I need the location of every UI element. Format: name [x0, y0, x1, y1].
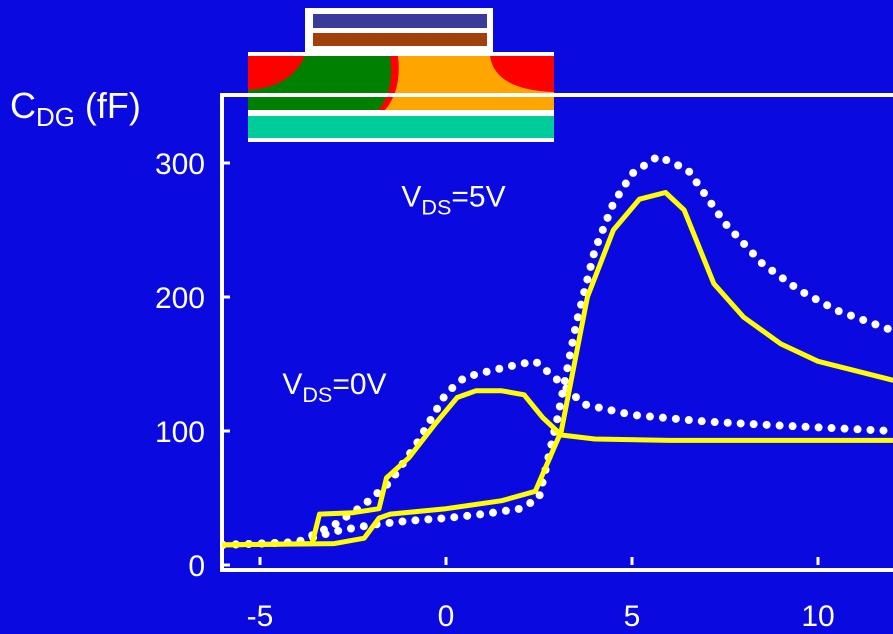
solid-curve: [223, 193, 893, 545]
annotation-sub: DS: [302, 382, 332, 407]
annotation: VDS=0V: [282, 368, 386, 407]
y-axis-label-rest: (fF): [75, 85, 141, 126]
y-axis-label-sub: DG: [36, 104, 75, 132]
chart: CDG (fF)0100200300-50510VDS=5VVDS=0V: [0, 0, 893, 634]
y-tick-label: 200: [155, 282, 205, 315]
annotation-main: V: [401, 181, 421, 214]
plot-frame: [222, 95, 893, 570]
x-tick-label: 0: [438, 600, 455, 633]
y-axis-label-main: C: [10, 85, 36, 126]
plot-area: [223, 156, 893, 545]
annotation-rest: =5V: [451, 181, 505, 214]
x-tick-label: -5: [247, 600, 274, 633]
annotation: VDS=5V: [401, 181, 505, 220]
annotation-main: V: [282, 368, 302, 401]
y-tick-label: 100: [155, 416, 205, 449]
x-tick-label: 5: [624, 600, 641, 633]
device-diagram: [248, 8, 554, 142]
annotation-sub: DS: [421, 195, 451, 220]
y-tick-label: 300: [155, 148, 205, 181]
page: {"chart_data": {"type": "line", "y_label…: [0, 0, 893, 634]
y-tick-label: 0: [188, 550, 205, 583]
annotation-rest: =0V: [332, 368, 386, 401]
x-tick-label: 10: [801, 600, 834, 633]
y-axis-label: CDG (fF): [10, 85, 141, 132]
solid-curve: [223, 391, 893, 545]
